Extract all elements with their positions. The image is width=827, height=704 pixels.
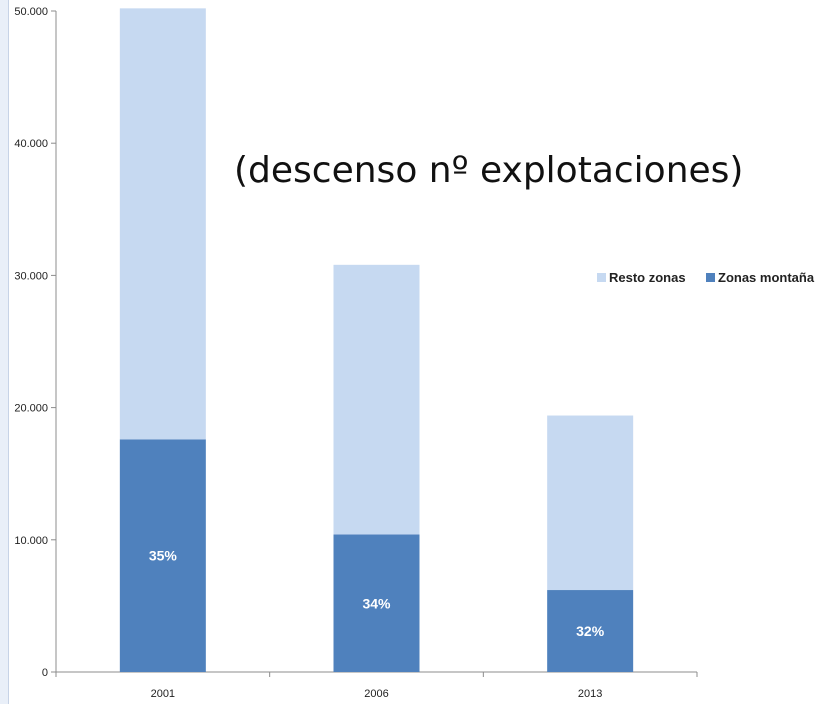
bar-zonas-montana: [547, 590, 634, 672]
legend-swatch: [706, 273, 715, 282]
slide-edge-strip: [0, 0, 9, 704]
bar-resto-zonas: [547, 415, 634, 591]
y-axis: 0 10.000 20.000 30.000 40.000 50.000: [14, 6, 57, 679]
x-tick-label: 2013: [578, 688, 602, 700]
chart-title: (descenso nº explotaciones): [234, 0, 743, 281]
legend-swatch: [597, 273, 606, 282]
bar-resto-zonas: [333, 264, 420, 535]
bar-zonas-montana: [119, 439, 206, 672]
legend-label: Resto zonas: [609, 270, 686, 285]
bar-data-label: 32%: [576, 623, 605, 639]
bars: 35% 34% 32%: [119, 8, 634, 672]
bar-data-label: 34%: [362, 595, 391, 611]
x-tick-label: 2006: [364, 688, 388, 700]
bar-zonas-montana: [333, 534, 420, 672]
bar-data-label: 35%: [149, 548, 178, 564]
y-tick-label: 40.000: [14, 138, 48, 150]
x-tick-label: 2001: [151, 688, 175, 700]
x-axis: 2001 2006 2013: [55, 671, 698, 700]
y-tick-label: 0: [42, 667, 48, 679]
legend: Resto zonas Zonas montaña: [597, 270, 815, 285]
y-tick-label: 20.000: [14, 403, 48, 415]
bar-resto-zonas: [119, 8, 206, 440]
y-tick-label: 50.000: [14, 6, 48, 18]
legend-label: Zonas montaña: [718, 270, 815, 285]
chart-title-line-2: (descenso nº explotaciones): [234, 150, 744, 191]
y-tick-label: 30.000: [14, 270, 48, 282]
y-tick-label: 10.000: [14, 535, 48, 547]
